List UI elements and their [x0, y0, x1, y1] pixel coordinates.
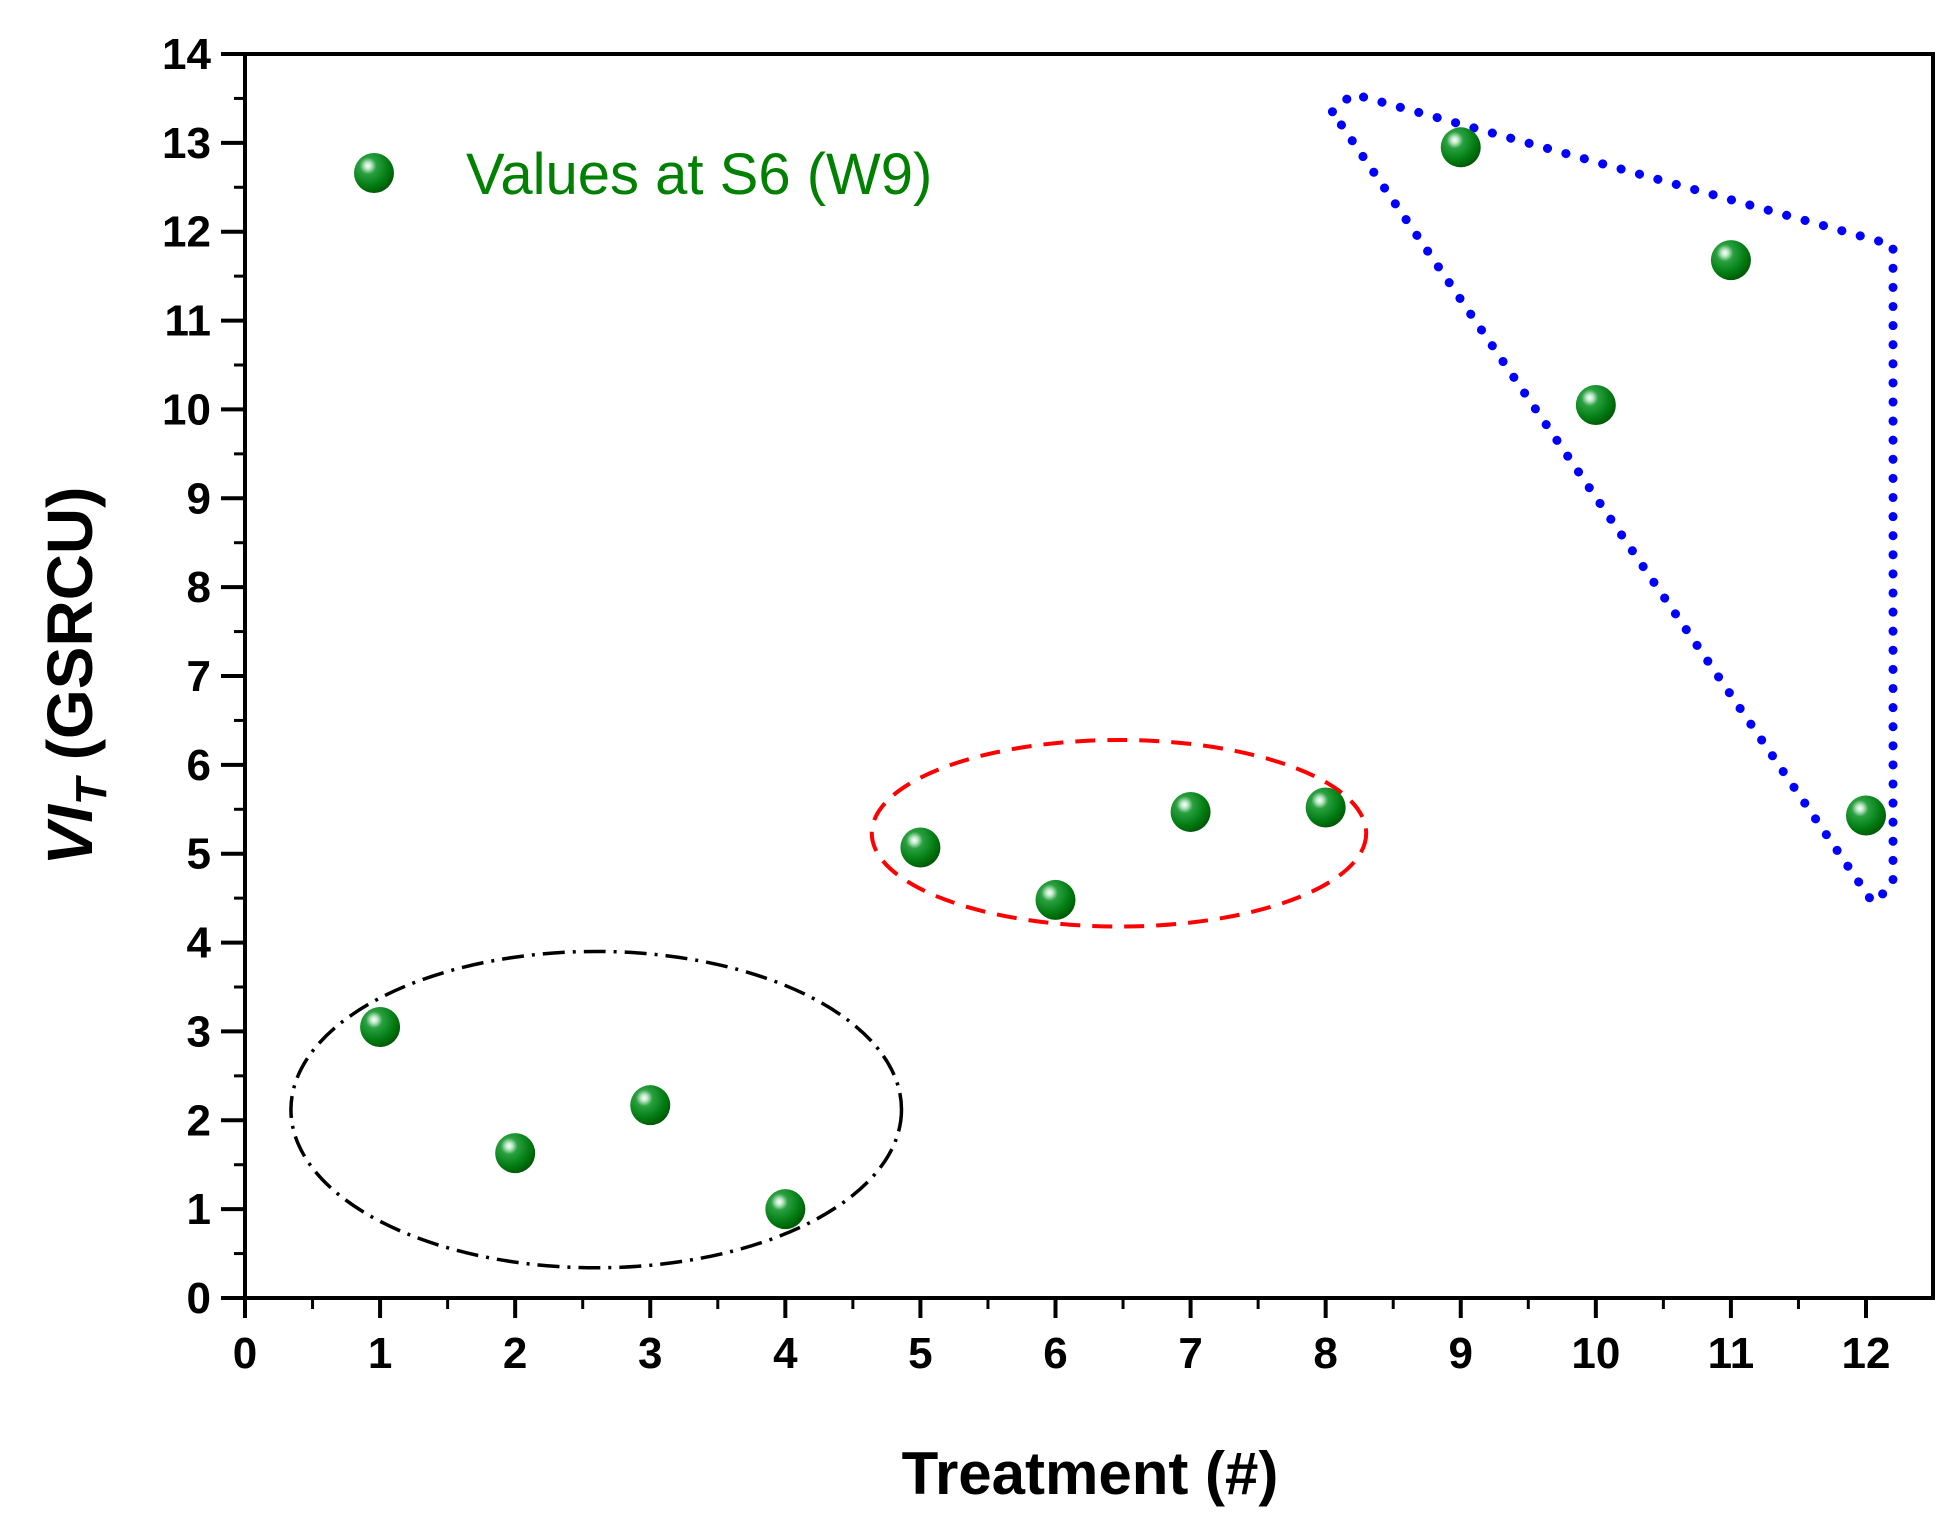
data-point [1710, 240, 1751, 281]
data-point [1170, 791, 1211, 832]
x-tick-label: 1 [368, 1329, 392, 1378]
y-tick-label: 3 [187, 1007, 211, 1056]
data-point [1035, 879, 1076, 920]
x-tick-label: 6 [1043, 1329, 1067, 1378]
y-tick-label: 11 [164, 297, 211, 346]
x-tick-label: 9 [1449, 1329, 1473, 1378]
x-tick-label: 11 [1708, 1329, 1755, 1378]
y-tick-label: 0 [187, 1274, 211, 1323]
legend: Values at S6 (W9) [354, 142, 932, 207]
y-axis-title-units: (GSRCU) [34, 487, 106, 779]
x-tick-label: 4 [773, 1329, 798, 1378]
y-tick-label: 12 [162, 208, 211, 257]
y-tick-label: 9 [187, 474, 211, 523]
data-point [1575, 384, 1616, 425]
group-ellipse-red [869, 737, 1369, 929]
x-tick-label: 8 [1313, 1329, 1337, 1378]
group-triangle-blue [1326, 88, 1898, 910]
x-axis-title: Treatment (#) [902, 1440, 1279, 1507]
x-tick-label: 3 [638, 1329, 662, 1378]
data-point [630, 1085, 671, 1126]
x-tick-label: 2 [503, 1329, 527, 1378]
y-axis-title-sub: T [67, 775, 116, 805]
data-point [900, 827, 941, 868]
data-point [765, 1189, 806, 1230]
x-tick-label: 0 [233, 1329, 257, 1378]
data-point [1305, 787, 1346, 828]
y-tick-label: 4 [187, 919, 212, 968]
y-tick-label: 13 [162, 119, 211, 168]
group-ellipse-black [289, 949, 904, 1270]
y-tick-label: 1 [187, 1185, 211, 1234]
y-axis-title-main: VI [34, 804, 106, 866]
plot-frame [243, 52, 1935, 1300]
data-point [1846, 795, 1886, 836]
y-tick-label: 8 [187, 563, 211, 612]
y-axis-title: VIT (GSRCU) [34, 487, 116, 866]
data-point [1440, 127, 1481, 168]
y-tick-label: 10 [162, 385, 211, 434]
data-point [495, 1133, 536, 1174]
x-tick-label: 7 [1178, 1329, 1202, 1378]
y-tick-label: 14 [162, 30, 211, 79]
x-tick-label: 10 [1571, 1329, 1620, 1378]
y-tick-label: 2 [187, 1096, 211, 1145]
y-tick-label: 7 [187, 652, 211, 701]
legend-marker [354, 153, 394, 193]
legend-label: Values at S6 (W9) [466, 142, 932, 207]
y-tick-label: 5 [187, 830, 211, 879]
x-tick-label: 5 [908, 1329, 932, 1378]
y-tick-label: 6 [187, 741, 211, 790]
data-point [360, 1006, 401, 1047]
x-tick-label: 12 [1842, 1329, 1891, 1378]
